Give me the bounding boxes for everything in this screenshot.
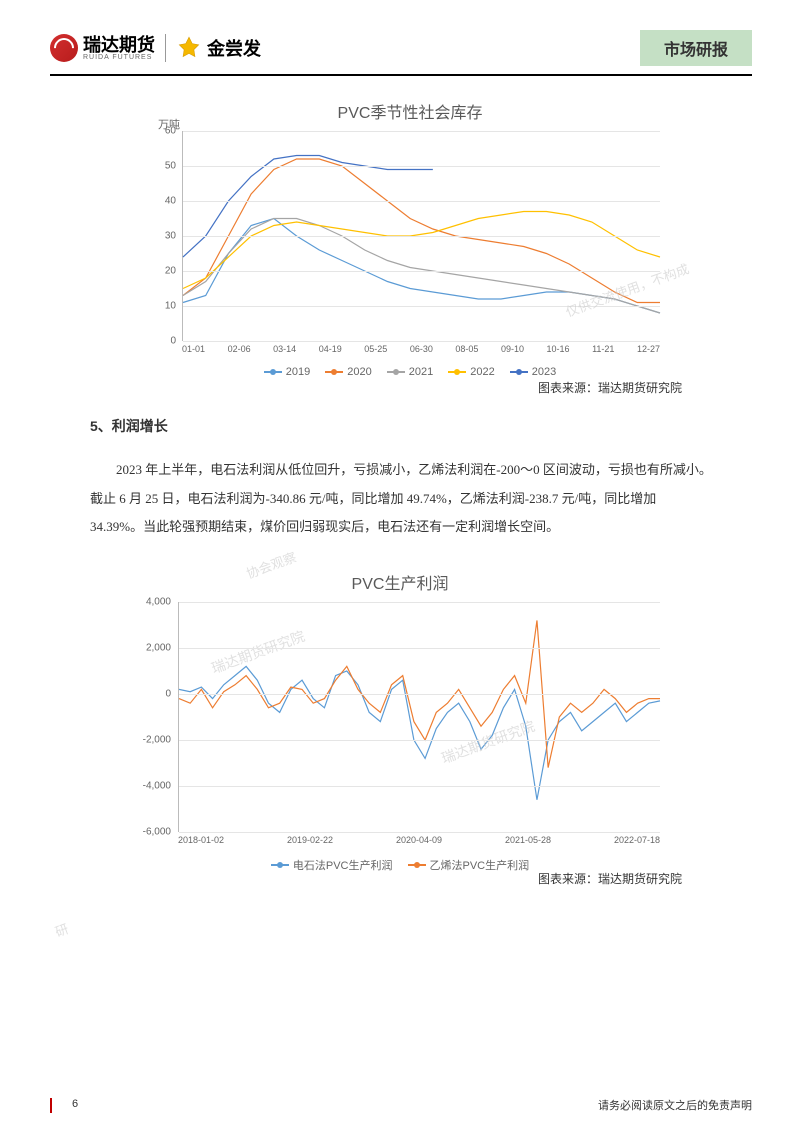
- page-container: 瑞达期货 RUIDA FUTURES 金尝发 市场研报 PVC季节性社会库存 万…: [0, 0, 802, 1133]
- legend-label: 2022: [470, 366, 494, 378]
- gridline: [183, 131, 660, 132]
- legend-item: 2019: [264, 366, 310, 378]
- chart2-title: PVC生产利润: [130, 562, 670, 602]
- series-line: [183, 219, 660, 314]
- y-tick: 20: [165, 265, 176, 276]
- y-tick: 10: [165, 301, 176, 312]
- legend-item: 电石法PVC生产利润: [271, 857, 393, 873]
- y-tick: 4,000: [146, 596, 171, 607]
- page-number: 6: [50, 1098, 78, 1113]
- header-rule: [50, 74, 752, 76]
- x-tick: 2019-02-22: [287, 835, 333, 850]
- page-footer: 6 请务必阅读原文之后的免责声明: [50, 1097, 752, 1113]
- gridline: [179, 786, 660, 787]
- x-tick: 2022-07-18: [614, 835, 660, 850]
- ruida-logo-sub: RUIDA FUTURES: [83, 54, 155, 61]
- x-tick: 10-16: [547, 344, 570, 359]
- series-line: [179, 666, 660, 799]
- gridline: [183, 166, 660, 167]
- x-tick: 09-10: [501, 344, 524, 359]
- legend-label: 2020: [347, 366, 371, 378]
- chart1-container: PVC季节性社会库存 万吨 0102030405060 01-0102-0603…: [150, 91, 752, 371]
- x-tick: 01-01: [182, 344, 205, 359]
- chart2: PVC生产利润 -6,000 -4,000 -2,000 0 2,000 4,000 瑞达…: [130, 562, 670, 862]
- y-tick: 0: [170, 336, 176, 347]
- legend-label: 2021: [409, 366, 433, 378]
- chart2-legend: 电石法PVC生产利润 乙烯法PVC生产利润: [130, 857, 670, 873]
- legend-item: 2023: [510, 366, 556, 378]
- ruida-logo-text: 瑞达期货: [83, 36, 155, 54]
- jinchangfa-icon: [176, 35, 202, 61]
- x-tick: 2020-04-09: [396, 835, 442, 850]
- watermark: 研: [52, 918, 71, 940]
- report-tag: 市场研报: [640, 30, 752, 66]
- chart1-x-axis: 01-01 02-06 03-14 04-19 05-25 06-30 08-05 09-10…: [182, 344, 660, 359]
- jinchangfa-logo: 金尝发: [176, 35, 261, 61]
- y-tick: -4,000: [143, 780, 171, 791]
- legend-label: 电石法PVC生产利润: [293, 857, 393, 873]
- gridline: [179, 648, 660, 649]
- x-tick: 2018-01-02: [178, 835, 224, 850]
- chart1-y-axis: 0102030405060: [150, 131, 180, 341]
- chart2-plot-area: 瑞达期货研究院 瑞达期货研究院: [178, 602, 660, 832]
- x-tick: 2021-05-28: [505, 835, 551, 850]
- series-line: [183, 156, 433, 257]
- legend-item: 2021: [387, 366, 433, 378]
- legend-label: 2019: [286, 366, 310, 378]
- gridline: [179, 832, 660, 833]
- chart1-body: 万吨 0102030405060 01-0102-0603-1404-1905-…: [150, 131, 670, 341]
- x-tick: 12-27: [637, 344, 660, 359]
- chart2-container: PVC生产利润 -6,000 -4,000 -2,000 0 2,000 4,000 瑞达…: [130, 562, 752, 862]
- logo-divider: [165, 34, 166, 62]
- x-tick: 11-21: [592, 344, 614, 359]
- section-body: 2023 年上半年，电石法利润从低位回升，亏损减小，乙烯法利润在-200～0 区…: [90, 456, 712, 542]
- chart1-title: PVC季节性社会库存: [150, 91, 670, 131]
- logos-group: 瑞达期货 RUIDA FUTURES 金尝发: [50, 34, 261, 62]
- y-tick: 2,000: [146, 642, 171, 653]
- jinchangfa-text: 金尝发: [207, 35, 261, 61]
- chart1: PVC季节性社会库存 万吨 0102030405060 01-0102-0603…: [150, 91, 670, 371]
- series-line: [183, 211, 660, 288]
- gridline: [179, 694, 660, 695]
- y-tick: 40: [165, 195, 176, 206]
- x-tick: 02-06: [228, 344, 251, 359]
- chart1-plot-area: [182, 131, 660, 341]
- y-tick: 50: [165, 160, 176, 171]
- x-tick: 03-14: [273, 344, 296, 359]
- gridline: [183, 271, 660, 272]
- series-line: [183, 219, 660, 314]
- chart1-source: 图表来源：瑞达期货研究院: [50, 379, 682, 396]
- legend-label: 乙烯法PVC生产利润: [430, 857, 530, 873]
- legend-label: 2023: [532, 366, 556, 378]
- gridline: [179, 602, 660, 603]
- chart2-x-axis: 2018-01-02 2019-02-22 2020-04-09 2021-05-28…: [178, 835, 660, 850]
- chart2-body: -6,000-4,000-2,00002,0004,000 瑞达期货研究院 瑞达…: [130, 602, 670, 832]
- y-tick: -2,000: [143, 734, 171, 745]
- gridline: [183, 306, 660, 307]
- ruida-icon: [50, 34, 78, 62]
- chart2-svg: [179, 602, 660, 832]
- page-header: 瑞达期货 RUIDA FUTURES 金尝发 市场研报: [50, 30, 752, 66]
- x-tick: 04-19: [319, 344, 342, 359]
- chart2-y-axis: -6,000-4,000-2,00002,0004,000: [130, 602, 175, 832]
- legend-item: 2020: [325, 366, 371, 378]
- gridline: [179, 740, 660, 741]
- chart1-legend: 2019 2020 2021 2022 2023: [150, 366, 670, 378]
- y-tick: 60: [165, 126, 176, 137]
- y-tick: 30: [165, 231, 176, 242]
- y-tick: 0: [165, 688, 171, 699]
- gridline: [183, 341, 660, 342]
- ruida-logo: 瑞达期货 RUIDA FUTURES: [50, 34, 155, 62]
- x-tick: 05-25: [364, 344, 387, 359]
- y-tick: -6,000: [143, 826, 171, 837]
- gridline: [183, 201, 660, 202]
- x-tick: 06-30: [410, 344, 433, 359]
- legend-item: 2022: [448, 366, 494, 378]
- legend-item: 乙烯法PVC生产利润: [408, 857, 530, 873]
- gridline: [183, 236, 660, 237]
- series-line: [183, 159, 660, 303]
- footer-disclaimer: 请务必阅读原文之后的免责声明: [598, 1097, 752, 1113]
- section-title: 5、利润增长: [90, 416, 752, 436]
- x-tick: 08-05: [455, 344, 478, 359]
